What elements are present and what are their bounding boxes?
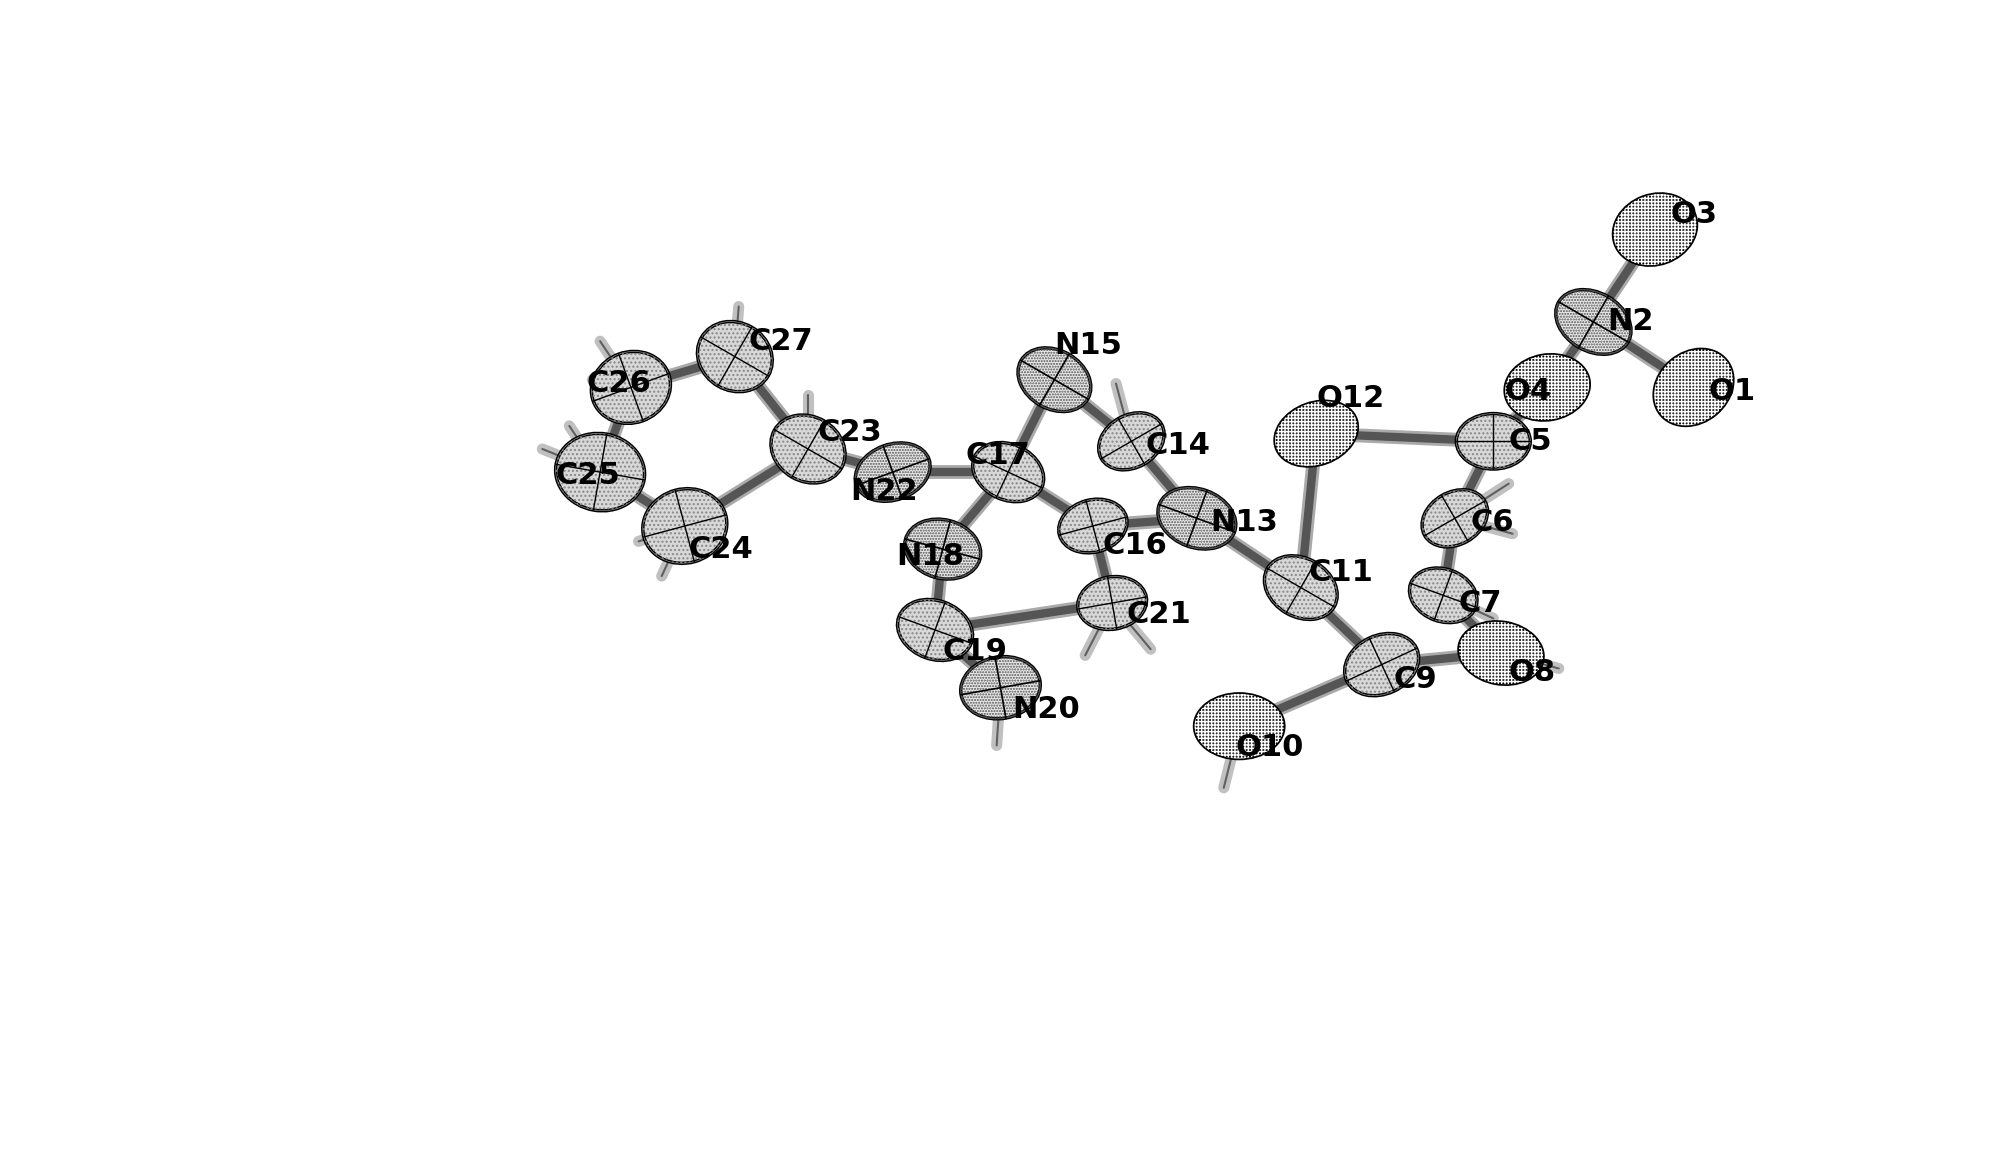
Ellipse shape: [973, 443, 1044, 502]
Ellipse shape: [1098, 412, 1164, 470]
Ellipse shape: [698, 322, 772, 391]
Ellipse shape: [1195, 694, 1283, 759]
Text: C11: C11: [1309, 558, 1372, 586]
Text: N2: N2: [1607, 308, 1653, 336]
Text: C23: C23: [817, 417, 881, 446]
Text: O10: O10: [1235, 733, 1303, 763]
Text: C26: C26: [587, 369, 650, 398]
Ellipse shape: [772, 415, 845, 483]
Ellipse shape: [1555, 290, 1631, 354]
Ellipse shape: [1410, 568, 1478, 623]
Ellipse shape: [1275, 401, 1356, 466]
Text: O12: O12: [1317, 384, 1384, 414]
Text: C16: C16: [1102, 531, 1168, 559]
Ellipse shape: [1158, 488, 1235, 549]
Ellipse shape: [1655, 349, 1732, 425]
Ellipse shape: [591, 351, 670, 423]
Text: C9: C9: [1392, 665, 1436, 694]
Text: C17: C17: [967, 441, 1030, 470]
Text: C14: C14: [1146, 431, 1209, 459]
Text: N20: N20: [1012, 694, 1080, 724]
Ellipse shape: [1078, 577, 1146, 630]
Ellipse shape: [1613, 194, 1697, 266]
Ellipse shape: [897, 599, 973, 660]
Text: N13: N13: [1211, 508, 1279, 537]
Ellipse shape: [961, 657, 1040, 719]
Text: O3: O3: [1671, 200, 1717, 229]
Ellipse shape: [1422, 490, 1488, 546]
Ellipse shape: [555, 434, 644, 511]
Ellipse shape: [1456, 414, 1530, 469]
Text: C19: C19: [943, 637, 1008, 666]
Text: O8: O8: [1510, 658, 1555, 687]
Ellipse shape: [1460, 622, 1543, 684]
Ellipse shape: [642, 489, 726, 563]
Text: C24: C24: [688, 535, 754, 564]
Text: O1: O1: [1709, 377, 1756, 405]
Text: N18: N18: [897, 543, 965, 571]
Text: O4: O4: [1506, 377, 1551, 405]
Text: N15: N15: [1054, 330, 1122, 360]
Ellipse shape: [905, 519, 981, 579]
Ellipse shape: [1265, 556, 1337, 619]
Text: C7: C7: [1458, 589, 1502, 618]
Text: N22: N22: [851, 477, 919, 506]
Ellipse shape: [855, 443, 931, 502]
Text: C6: C6: [1470, 508, 1514, 537]
Ellipse shape: [1345, 633, 1418, 696]
Ellipse shape: [1018, 348, 1090, 411]
Ellipse shape: [1506, 355, 1589, 421]
Text: C25: C25: [555, 462, 621, 490]
Text: C21: C21: [1126, 600, 1191, 629]
Text: C5: C5: [1510, 427, 1551, 456]
Ellipse shape: [1058, 499, 1128, 552]
Text: C27: C27: [748, 327, 814, 356]
